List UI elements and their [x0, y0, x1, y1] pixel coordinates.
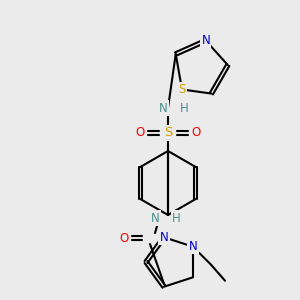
- Text: N: N: [201, 34, 210, 47]
- Text: N: N: [189, 240, 197, 253]
- Text: H: H: [180, 101, 189, 115]
- Text: N: N: [160, 231, 168, 244]
- Text: N: N: [151, 212, 160, 224]
- Text: O: O: [191, 127, 201, 140]
- Text: H: H: [172, 212, 181, 224]
- Text: S: S: [178, 83, 186, 96]
- Text: N: N: [159, 101, 168, 115]
- Text: S: S: [164, 127, 172, 140]
- Text: O: O: [135, 127, 145, 140]
- Text: O: O: [119, 232, 129, 244]
